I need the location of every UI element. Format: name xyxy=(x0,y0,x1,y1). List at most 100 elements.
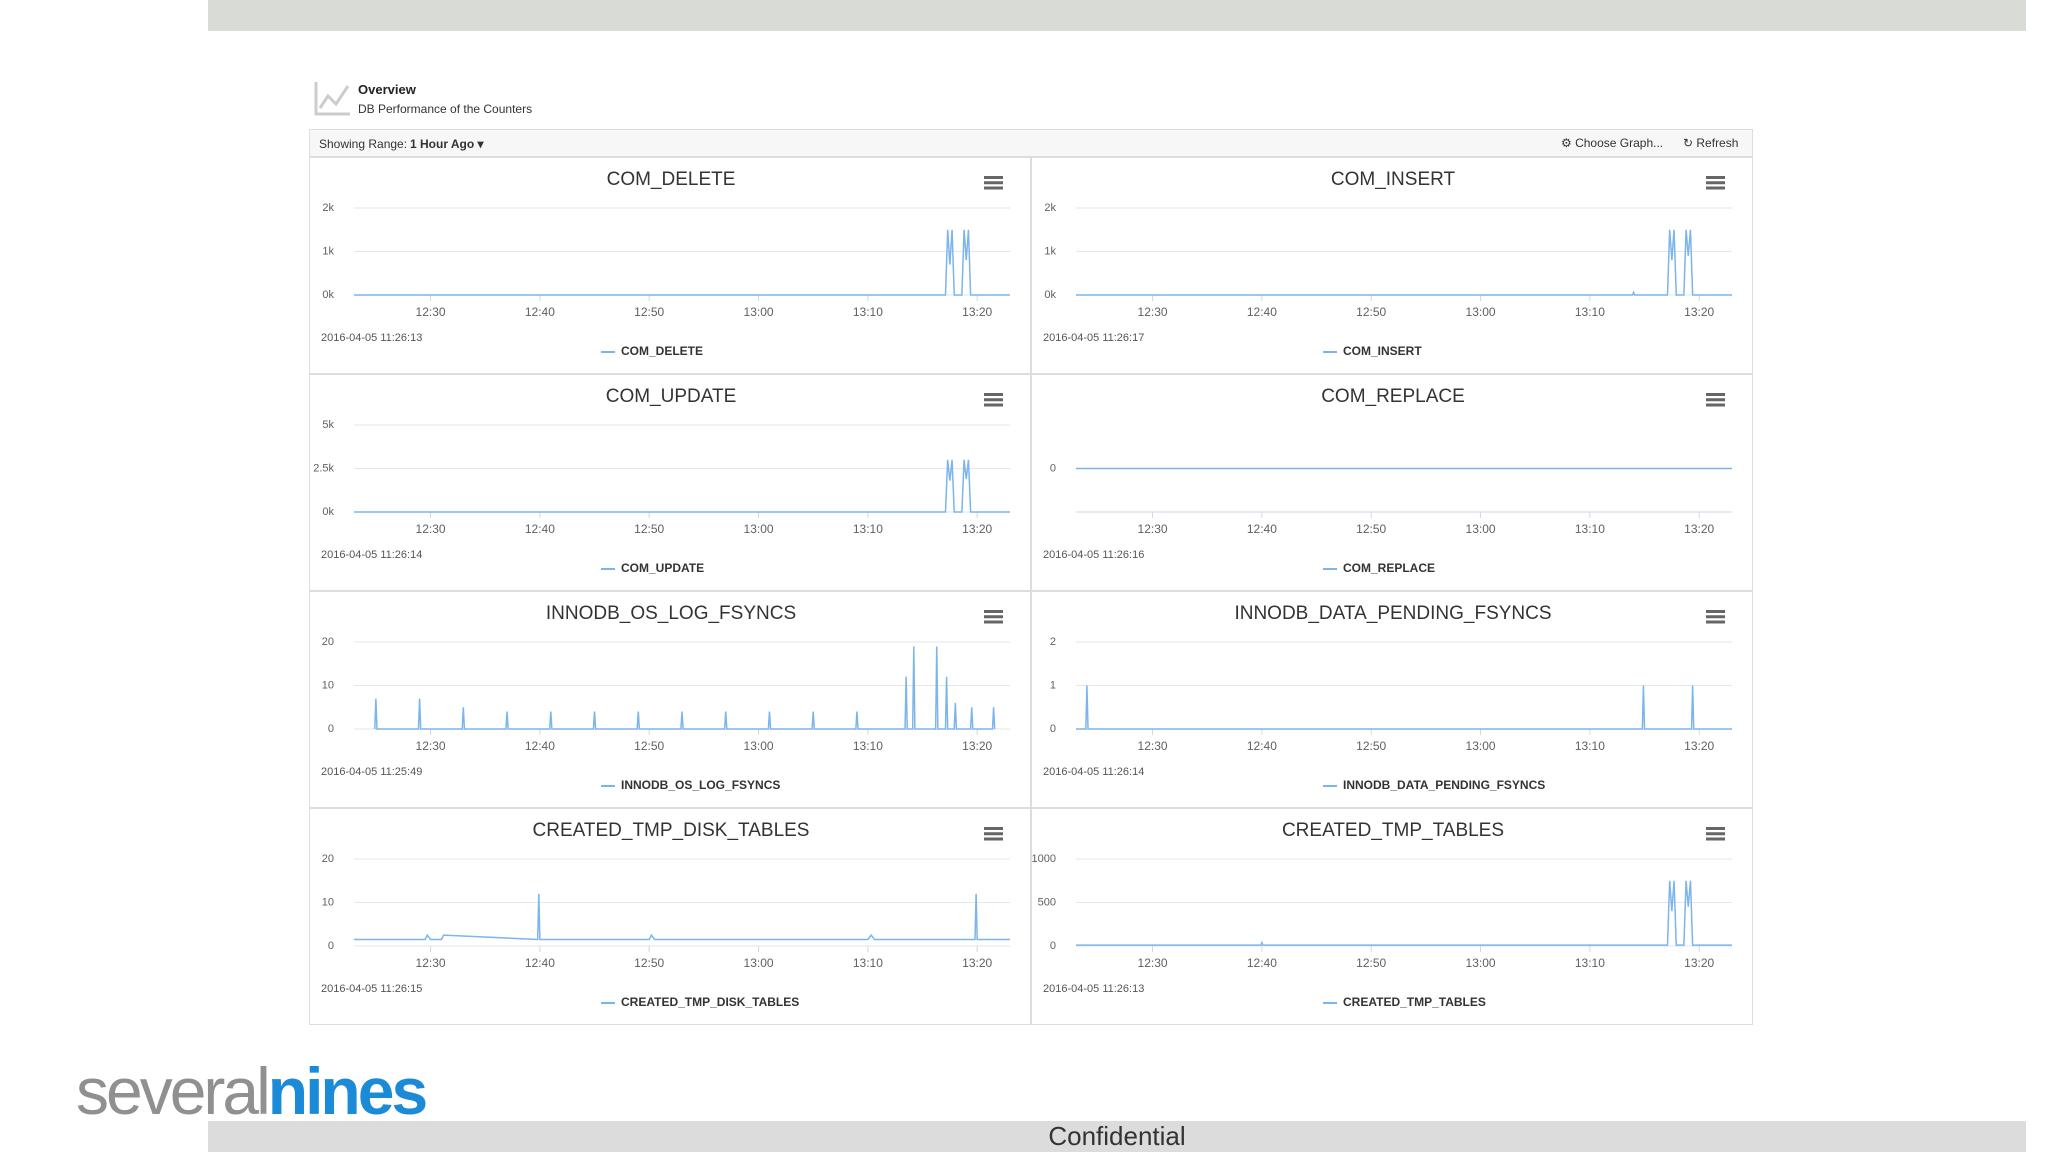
logo: severalnines xyxy=(76,1058,428,1124)
menu-icon[interactable] xyxy=(984,827,1003,830)
x-tick-label: 13:20 xyxy=(1684,305,1714,319)
menu-icon[interactable] xyxy=(1706,832,1725,836)
chart-panel: COM_DELETE 0k 1k 2k 12:30 12:40 12:50 13:00 13:1… xyxy=(309,157,1031,374)
y-tick-label: 0k xyxy=(322,506,334,518)
menu-icon[interactable] xyxy=(984,176,1003,179)
y-tick-label: 500 xyxy=(1038,896,1056,908)
chart-panel: INNODB_DATA_PENDING_FSYNCS 0 1 2 12:30 12:40 1… xyxy=(1031,591,1753,808)
x-tick-label: 12:50 xyxy=(1356,956,1386,970)
menu-icon[interactable] xyxy=(1706,837,1725,841)
x-tick-label: 13:00 xyxy=(1466,956,1496,970)
x-tick-label: 12:40 xyxy=(525,522,555,536)
y-tick-label: 0 xyxy=(1050,462,1056,474)
x-tick-label: 12:30 xyxy=(416,739,446,753)
x-tick-label: 12:40 xyxy=(525,739,555,753)
chart-title: CREATED_TMP_TABLES xyxy=(1282,820,1504,841)
chart-title: INNODB_OS_LOG_FSYNCS xyxy=(546,603,796,624)
chart: COM_REPLACE 0 12:30 12:40 12:50 13:00 13:10 13:… xyxy=(1043,386,1732,575)
x-tick-label: 13:00 xyxy=(1466,305,1496,319)
x-tick-label: 13:10 xyxy=(1575,956,1605,970)
y-tick-label: 10 xyxy=(322,896,334,908)
menu-icon[interactable] xyxy=(1706,393,1725,396)
x-tick-label: 13:10 xyxy=(1575,739,1605,753)
timestamp: 2016-04-05 11:26:13 xyxy=(1043,983,1144,995)
timestamp: 2016-04-05 11:26:17 xyxy=(1043,332,1144,344)
logo-part1: several xyxy=(76,1054,271,1128)
y-tick-label: 0k xyxy=(1044,289,1056,301)
x-tick-label: 13:20 xyxy=(1684,739,1714,753)
y-tick-label: 1000 xyxy=(1032,853,1056,865)
x-tick-label: 13:10 xyxy=(1575,305,1605,319)
chart-panel: CREATED_TMP_TABLES 0 500 1000 12:30 12:40 12:5… xyxy=(1031,808,1753,1025)
chart-panel: COM_UPDATE 0k 2.5k 5k 12:30 12:40 12:50 13:00 13… xyxy=(309,374,1031,591)
chart-panel: COM_REPLACE 0 12:30 12:40 12:50 13:00 13:10 13:… xyxy=(1031,374,1753,591)
x-tick-label: 12:30 xyxy=(1138,956,1168,970)
x-tick-label: 13:20 xyxy=(1684,522,1714,536)
range-value[interactable]: 1 Hour Ago xyxy=(410,137,475,151)
y-tick-label: 0 xyxy=(1050,940,1056,952)
x-tick-label: 13:10 xyxy=(853,305,883,319)
x-tick-label: 12:50 xyxy=(634,956,664,970)
choose-graph-button[interactable]: ⚙ Choose Graph... xyxy=(1561,136,1664,150)
x-tick-label: 12:30 xyxy=(416,956,446,970)
chart: COM_UPDATE 0k 2.5k 5k 12:30 12:40 12:50 13:00 13… xyxy=(313,386,1010,575)
y-tick-label: 1 xyxy=(1050,679,1056,691)
y-tick-label: 2k xyxy=(1044,202,1056,214)
menu-icon[interactable] xyxy=(984,837,1003,841)
y-tick-label: 2.5k xyxy=(313,462,334,474)
y-tick-label: 0k xyxy=(322,289,334,301)
x-tick-label: 13:20 xyxy=(962,522,992,536)
menu-icon[interactable] xyxy=(1706,403,1725,407)
menu-icon[interactable] xyxy=(984,403,1003,407)
x-tick-label: 12:40 xyxy=(1247,739,1277,753)
refresh-text[interactable]: Refresh xyxy=(1696,136,1739,150)
menu-icon[interactable] xyxy=(1706,610,1725,613)
menu-icon[interactable] xyxy=(984,615,1003,619)
chart: CREATED_TMP_DISK_TABLES 0 10 20 12:30 12:40 12… xyxy=(321,820,1010,1009)
footer-bar: Confidential xyxy=(208,1121,2026,1152)
x-tick-label: 12:40 xyxy=(525,956,555,970)
y-tick-label: 2 xyxy=(1050,636,1056,648)
refresh-button[interactable]: ↻ Refresh xyxy=(1683,136,1739,150)
timestamp: 2016-04-05 11:26:14 xyxy=(321,549,422,561)
series-line xyxy=(1076,229,1732,296)
legend-label: COM_UPDATE xyxy=(621,561,704,575)
menu-icon[interactable] xyxy=(984,186,1003,190)
y-tick-label: 0 xyxy=(1050,723,1056,735)
menu-icon[interactable] xyxy=(984,832,1003,836)
x-tick-label: 12:40 xyxy=(1247,522,1277,536)
timestamp: 2016-04-05 11:26:15 xyxy=(321,983,422,995)
chart-panel: CREATED_TMP_DISK_TABLES 0 10 20 12:30 12:40 12… xyxy=(309,808,1031,1025)
menu-icon[interactable] xyxy=(1706,186,1725,190)
y-tick-label: 1k xyxy=(322,245,334,257)
y-tick-label: 20 xyxy=(322,853,334,865)
menu-icon[interactable] xyxy=(984,393,1003,396)
header-title: Overview xyxy=(358,82,416,97)
menu-icon[interactable] xyxy=(1706,181,1725,185)
legend-label: COM_REPLACE xyxy=(1343,561,1435,575)
menu-icon[interactable] xyxy=(984,620,1003,624)
chart: INNODB_DATA_PENDING_FSYNCS 0 1 2 12:30 12:40 1… xyxy=(1043,603,1732,792)
menu-icon[interactable] xyxy=(1706,176,1725,179)
legend-label: INNODB_OS_LOG_FSYNCS xyxy=(621,778,780,792)
x-tick-label: 12:50 xyxy=(634,739,664,753)
y-tick-label: 20 xyxy=(322,636,334,648)
x-tick-label: 13:10 xyxy=(853,739,883,753)
menu-icon[interactable] xyxy=(1706,827,1725,830)
menu-icon[interactable] xyxy=(1706,620,1725,624)
chart-grid: COM_DELETE 0k 1k 2k 12:30 12:40 12:50 13:00 13:1… xyxy=(309,157,1753,1025)
y-tick-label: 5k xyxy=(322,419,334,431)
menu-icon[interactable] xyxy=(1706,398,1725,402)
series-line xyxy=(354,229,1010,296)
menu-icon[interactable] xyxy=(984,398,1003,402)
range-select[interactable]: 1 Hour Ago ▾ xyxy=(410,137,484,151)
chart-title: COM_INSERT xyxy=(1331,169,1456,190)
timestamp: 2016-04-05 11:26:14 xyxy=(1043,766,1144,778)
menu-icon[interactable] xyxy=(984,610,1003,613)
choose-graph-text[interactable]: Choose Graph... xyxy=(1575,136,1664,150)
x-tick-label: 12:30 xyxy=(416,305,446,319)
legend-label: CREATED_TMP_TABLES xyxy=(1343,995,1486,1009)
menu-icon[interactable] xyxy=(984,181,1003,185)
menu-icon[interactable] xyxy=(1706,615,1725,619)
